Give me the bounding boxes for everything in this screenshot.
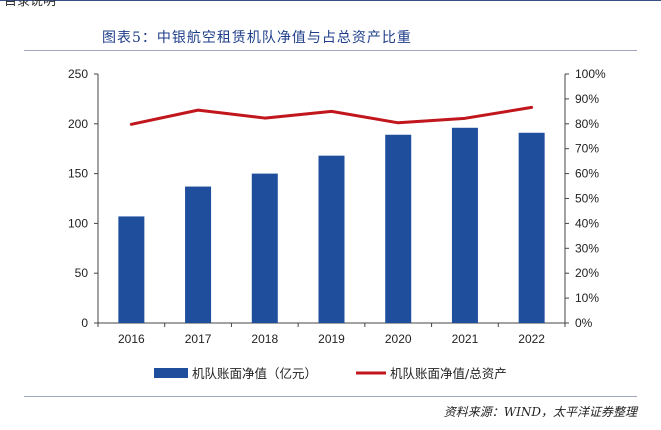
series-line (129, 105, 534, 126)
corner-text: 目录说明 (4, 0, 57, 9)
y-right-tick-label: 50% (575, 192, 599, 206)
y-left-tick-label: 100 (68, 216, 88, 230)
bar (118, 216, 145, 323)
x-tick-label: 2021 (452, 332, 479, 346)
y-right-tick-label: 90% (575, 92, 599, 106)
y-left-tick-label: 200 (68, 117, 88, 131)
legend-swatch-bar (154, 368, 188, 378)
bar-series (118, 127, 545, 323)
y-left-tick-label: 250 (68, 67, 88, 81)
y-right-tick-label: 80% (575, 117, 599, 131)
legend-label-line: 机队账面净值/总资产 (390, 366, 507, 381)
y-right-tick-label: 20% (575, 266, 599, 280)
y-left-tick-label: 50 (75, 266, 89, 280)
bar (451, 127, 478, 323)
bar (318, 155, 345, 323)
source-note: 资料来源：WIND，太平洋证券整理 (443, 405, 637, 419)
y-left-tick-label: 150 (68, 167, 88, 181)
y-right-tick-label: 70% (575, 142, 599, 156)
y-right-tick-label: 100% (575, 67, 606, 81)
y-left-tick-label: 0 (81, 316, 88, 330)
title-divider (24, 50, 637, 51)
tick-labels: 0 50 100 150 200 250 0% 10% 20% 30% 40% 50% 60% 70% 80… (68, 67, 606, 346)
bar (385, 134, 412, 323)
y-right-tick-label: 30% (575, 241, 599, 255)
x-tick-label: 2022 (518, 332, 545, 346)
bar (518, 132, 545, 323)
bar (185, 186, 212, 323)
y-right-tick-label: 10% (575, 291, 599, 305)
x-tick-label: 2017 (185, 332, 212, 346)
x-tick-label: 2020 (385, 332, 412, 346)
top-rule (0, 0, 661, 1)
legend: 机队账面净值（亿元） 机队账面净值/总资产 (154, 366, 507, 381)
x-tick-label: 2016 (118, 332, 145, 346)
line-series (129, 105, 534, 126)
bar (251, 173, 278, 323)
x-tick-label: 2018 (251, 332, 278, 346)
y-right-tick-label: 40% (575, 216, 599, 230)
chart-title: 图表5：中银航空租赁机队净值与占总资产比重 (102, 30, 412, 46)
bottom-divider (24, 396, 637, 397)
legend-label-bar: 机队账面净值（亿元） (192, 366, 317, 381)
y-right-tick-label: 60% (575, 167, 599, 181)
x-tick-label: 2019 (318, 332, 345, 346)
y-right-tick-label: 0% (575, 316, 593, 330)
